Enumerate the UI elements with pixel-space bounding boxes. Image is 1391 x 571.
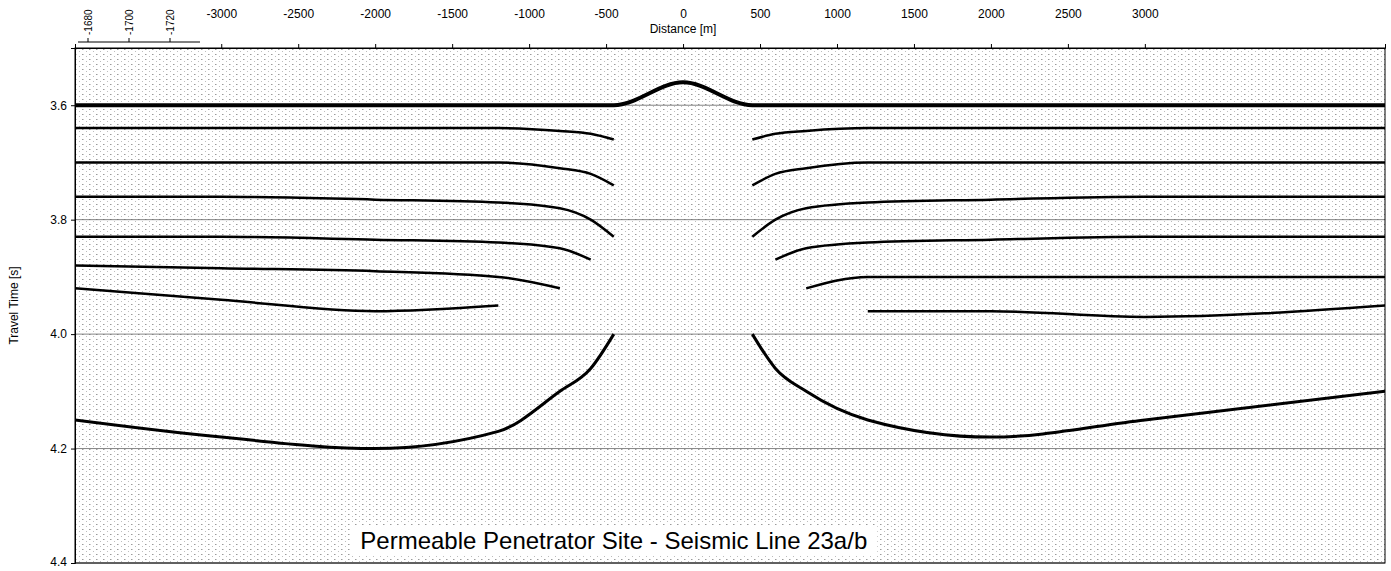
tick-label: 1000 bbox=[824, 7, 851, 21]
tick: -1000 bbox=[514, 7, 545, 48]
tick: 3.6 bbox=[50, 99, 75, 113]
tick: -500 bbox=[595, 7, 619, 48]
reflector bbox=[75, 128, 1385, 139]
x-axis: -3000 -2500 -2000 -1500 -1000 -500 0 500 1000 150… bbox=[76, 7, 1386, 49]
title: Permeable Penetrator Site - Seismic Line… bbox=[360, 527, 867, 554]
tick-mark bbox=[298, 44, 299, 48]
plot-background bbox=[75, 48, 1385, 563]
tick-label: 4.2 bbox=[50, 442, 67, 456]
tick-label: 4.0 bbox=[50, 327, 67, 341]
tick-mark bbox=[71, 334, 75, 335]
scale-tick bbox=[170, 38, 171, 42]
scale-label: -1720 bbox=[165, 9, 176, 35]
tick-label: -1000 bbox=[514, 7, 545, 21]
lines bbox=[75, 82, 1385, 448]
scale-label: -1700 bbox=[124, 9, 135, 35]
tick: 2500 bbox=[1055, 7, 1082, 48]
tick-label: 2500 bbox=[1055, 7, 1082, 21]
tick: 1000 bbox=[824, 7, 851, 48]
chart: -3000 -2500 -2000 -1500 -1000 -500 0 500 1000 150… bbox=[0, 0, 1391, 571]
grid-line bbox=[75, 219, 1385, 220]
tick-label: 3000 bbox=[1132, 7, 1159, 21]
tick: -1500 bbox=[437, 7, 468, 48]
scale-label: -1680 bbox=[83, 9, 94, 35]
tick: -3000 bbox=[206, 7, 237, 48]
y-axis-title: Travel Time [s] bbox=[7, 266, 21, 344]
tick-label: 4.4 bbox=[50, 555, 67, 569]
tick-label: -500 bbox=[595, 7, 619, 21]
tick-label: -3000 bbox=[206, 7, 237, 21]
tick: 500 bbox=[751, 7, 771, 48]
reflector bbox=[75, 197, 1385, 237]
tick: 3.8 bbox=[50, 213, 75, 227]
grid-line bbox=[75, 334, 1385, 335]
tick-label: 0 bbox=[680, 7, 687, 21]
tick-label: 3.6 bbox=[50, 99, 67, 113]
plot-frame bbox=[75, 48, 1385, 563]
tick-label: -2500 bbox=[283, 7, 314, 21]
tick-mark bbox=[71, 563, 75, 564]
plot: -3000 -2500 -2000 -1500 -1000 -500 0 500 1000 150… bbox=[50, 7, 1385, 569]
tick-mark bbox=[71, 449, 75, 450]
tick-mark bbox=[1068, 44, 1069, 48]
axis-line bbox=[71, 49, 76, 564]
tick-label: 3.8 bbox=[50, 213, 67, 227]
reflector bbox=[75, 237, 1385, 260]
tick-mark bbox=[71, 220, 75, 221]
tick-mark bbox=[221, 44, 222, 48]
tick: 4.2 bbox=[50, 442, 75, 456]
tick-mark bbox=[606, 44, 607, 48]
scale-bar: -1680 -1700 -1720 bbox=[78, 9, 200, 42]
tick-mark bbox=[375, 44, 376, 48]
tick: 2000 bbox=[978, 7, 1005, 48]
reflector bbox=[75, 82, 1385, 105]
tick-mark bbox=[529, 44, 530, 48]
tick-label: 500 bbox=[751, 7, 771, 21]
tick-mark bbox=[452, 44, 453, 48]
tick: 3000 bbox=[1132, 7, 1159, 48]
reflector bbox=[75, 162, 1385, 185]
caption: Permeable Penetrator Site - Seismic Line… bbox=[350, 525, 877, 556]
tick: 1500 bbox=[901, 7, 928, 48]
tick-label: -2000 bbox=[360, 7, 391, 21]
tick: -2500 bbox=[283, 7, 314, 48]
reflector bbox=[75, 265, 1385, 288]
scale-tick bbox=[129, 38, 130, 42]
tick-label: 1500 bbox=[901, 7, 928, 21]
scale-line bbox=[78, 42, 200, 43]
reflector bbox=[75, 288, 1385, 317]
tick: 4.0 bbox=[50, 327, 75, 341]
x-axis-title: Distance [m] bbox=[650, 22, 717, 36]
y-axis: 3.6 3.8 4.0 4.2 4.4 bbox=[50, 49, 75, 570]
reflector bbox=[75, 334, 1385, 448]
tick-mark bbox=[683, 44, 684, 48]
axis-line bbox=[76, 44, 1386, 49]
tick-label: -1500 bbox=[437, 7, 468, 21]
tick-label: 2000 bbox=[978, 7, 1005, 21]
grid bbox=[75, 105, 1385, 563]
scale-tick bbox=[88, 38, 89, 42]
grid-line bbox=[75, 448, 1385, 449]
caption-background bbox=[350, 525, 877, 556]
tick-mark bbox=[71, 105, 75, 106]
tick: 4.4 bbox=[50, 555, 75, 569]
tick-mark bbox=[1145, 44, 1146, 48]
tick: -2000 bbox=[360, 7, 391, 48]
tick-mark bbox=[760, 44, 761, 48]
tick-mark bbox=[914, 44, 915, 48]
tick-mark bbox=[991, 44, 992, 48]
tick-mark bbox=[837, 44, 838, 48]
